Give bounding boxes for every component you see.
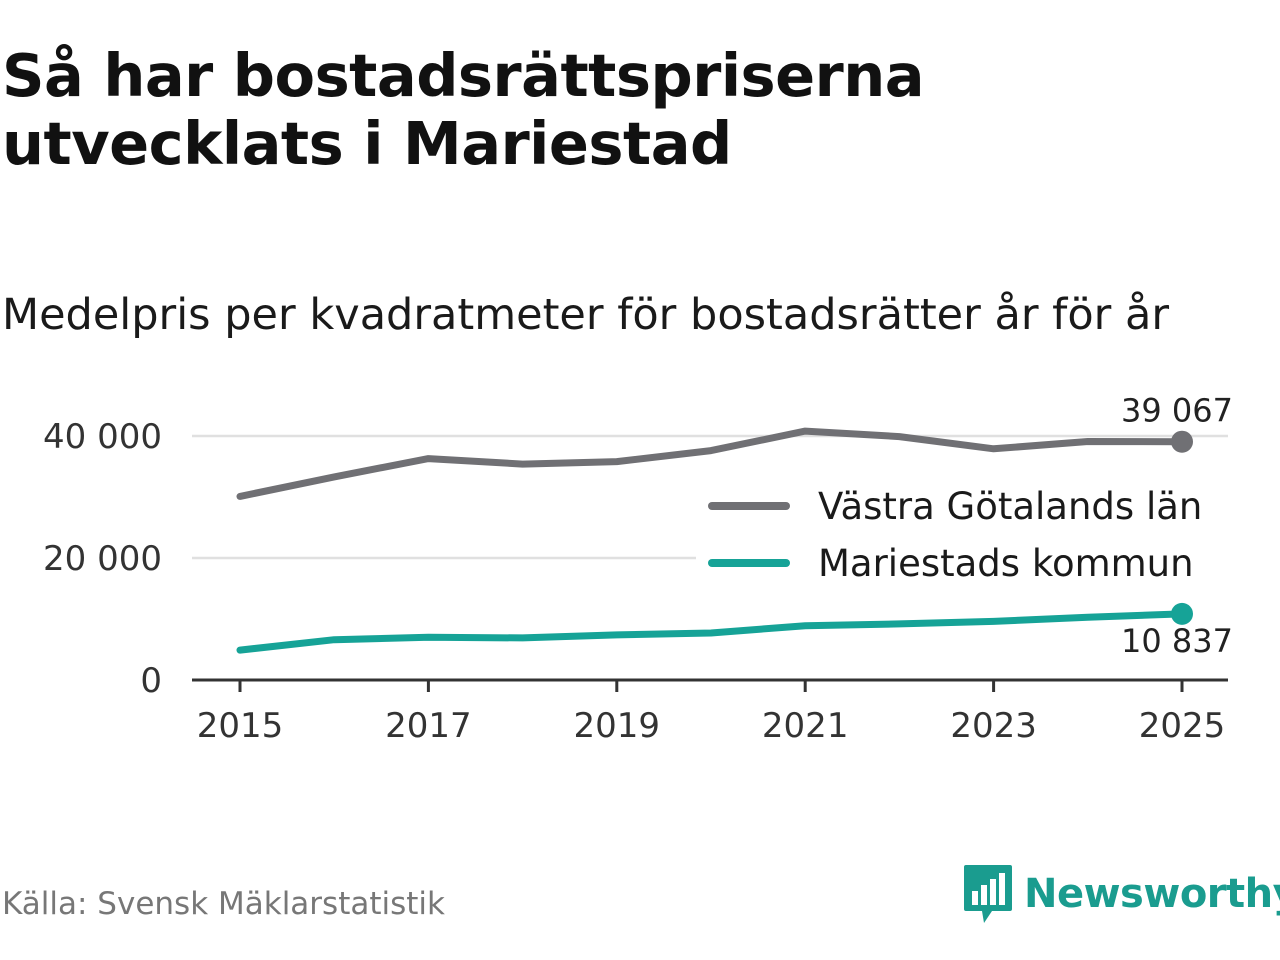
legend-label-1: Mariestads kommun [818, 542, 1194, 585]
x-tick-label: 2021 [762, 706, 849, 746]
series-end-label-0: 39 067 [1121, 392, 1233, 430]
x-axis: 2015 2017 2019 2021 2023 2025 [192, 678, 1228, 746]
legend: Västra Götalands län Mariestads kommun [696, 485, 1230, 587]
legend-label-0: Västra Götalands län [818, 485, 1202, 528]
x-tick-label: 2023 [950, 706, 1037, 746]
newsworthy-logo-icon [962, 863, 1014, 925]
series-line-0 [236, 427, 1186, 500]
x-tick-label: 2025 [1139, 706, 1226, 746]
x-tick-label: 2019 [574, 706, 661, 746]
brand-name: Newsworthy [1024, 871, 1280, 917]
y-axis: 0 20 000 40 000 [43, 417, 162, 701]
series-end-marker-1 [1171, 602, 1193, 625]
series-end-marker-0 [1171, 430, 1193, 453]
line-chart: 0 20 000 40 000 2015 2017 2019 2021 2023 2025 3… [43, 392, 1233, 746]
series-lines: 39 067 10 837 [236, 392, 1233, 660]
series-end-label-1: 10 837 [1121, 622, 1233, 660]
y-tick-label: 40 000 [43, 417, 162, 457]
source-note: Källa: Svensk Mäklarstatistik [2, 886, 445, 922]
x-tick-label: 2015 [197, 706, 284, 746]
series-line-1 [236, 610, 1186, 654]
brand-logo: Newsworthy [962, 862, 1280, 926]
y-tick-label: 0 [140, 661, 162, 701]
chart-title: Så har bostadsrättspriserna utvecklats i… [2, 41, 925, 178]
chart-subtitle: Medelpris per kvadratmeter för bostadsrä… [2, 290, 1170, 340]
x-tick-label: 2017 [385, 706, 472, 746]
y-tick-label: 20 000 [43, 539, 162, 579]
